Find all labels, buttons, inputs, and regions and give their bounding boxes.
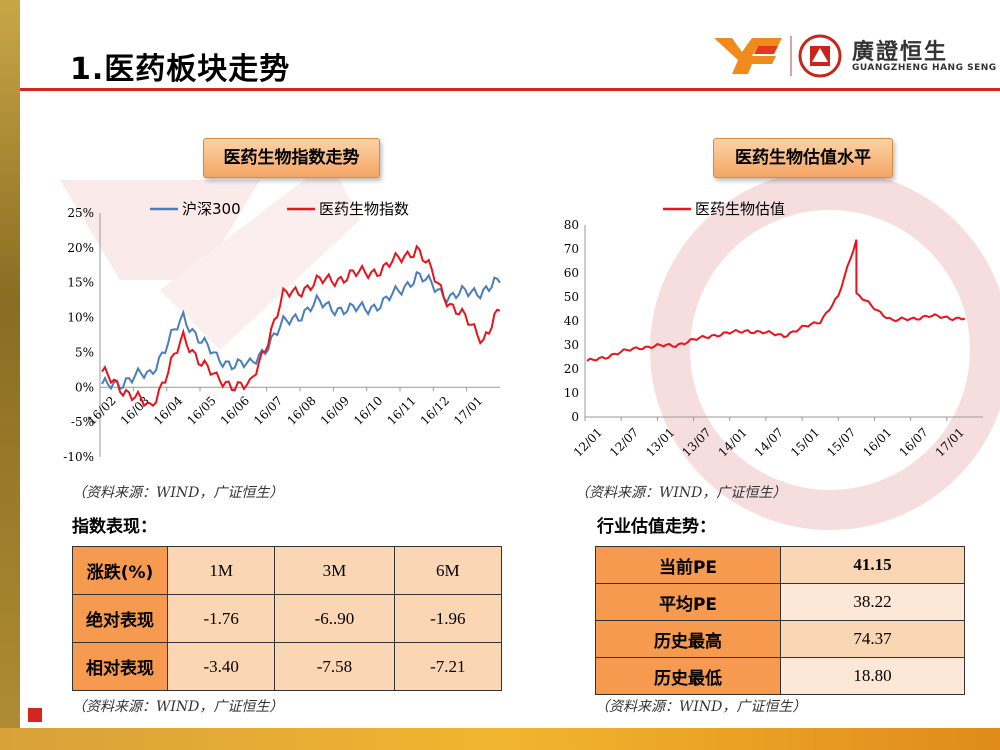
y-tick-label: 60 [564, 266, 579, 280]
pe-value-low: 18.80 [780, 657, 965, 695]
left-chart-heading: 医药生物指数走势 [203, 138, 380, 178]
hs300-line [101, 270, 501, 391]
legend-label: 医药生物指数 [319, 200, 409, 218]
x-tick-label: 17/01 [933, 425, 967, 459]
table-source-left: （资料来源：WIND，广证恒生） [72, 699, 284, 715]
valuation-trend-heading: 行业估值走势： [597, 517, 716, 537]
x-tick-label: 16/10 [351, 394, 385, 428]
seal-logo-icon [798, 34, 842, 78]
logo-separator [790, 36, 792, 76]
brand-name: 廣證恒生 [852, 40, 949, 65]
rel-1m: -3.40 [166, 642, 276, 691]
abs-1m: -1.76 [166, 594, 276, 643]
x-tick-label: 13/01 [643, 425, 677, 459]
y-tick-label: 10% [67, 311, 94, 325]
bottom-red-square [28, 708, 42, 722]
pharma-index-chart: 沪深300 医药生物指数 25% 20% 15% 10% 5% 0% -5% -10% 16/0… [63, 200, 501, 464]
x-tick-label: 16/02 [84, 394, 118, 428]
y-tick-label: 15% [67, 276, 94, 290]
table-source-right: （资料来源：WIND，广证恒生） [595, 699, 807, 715]
y-tick-label: 25% [67, 206, 94, 220]
x-tick-label: 14/07 [752, 425, 786, 459]
pe-value-average: 38.22 [780, 583, 965, 621]
pe-label-current: 当前PE [595, 546, 781, 584]
table-row: 历史最高 74.37 [595, 620, 965, 658]
pe-value-current: 41.15 [780, 546, 965, 584]
perf-header-1m: 1M [166, 546, 276, 595]
y-tick-label: 20 [564, 362, 579, 376]
rel-3m: -7.58 [274, 642, 395, 691]
x-tick-label: 16/06 [218, 394, 252, 428]
row-label-absolute: 绝对表现 [72, 594, 168, 643]
y-tick-label: 40 [564, 314, 579, 328]
rel-6m: -7.21 [393, 642, 503, 691]
x-tick-label: 14/01 [716, 425, 750, 459]
right-chart-source: （资料来源：WIND，广证恒生） [575, 485, 787, 501]
pe-value-high: 74.37 [780, 620, 965, 658]
index-performance-heading: 指数表现： [72, 517, 157, 537]
row-label-relative: 相对表现 [72, 642, 168, 691]
right-chart-heading: 医药生物估值水平 [713, 138, 893, 178]
header-divider [20, 88, 1000, 91]
y-tick-label: 70 [564, 242, 579, 256]
perf-header-3m: 3M [274, 546, 395, 595]
x-tick-label: 16/08 [284, 394, 318, 428]
table-row: 历史最低 18.80 [595, 657, 965, 695]
performance-table: 涨跌(%) 1M 3M 6M 绝对表现 -1.76 -6..90 -1.96 相… [72, 546, 503, 691]
page-title: 1.医药板块走势 [70, 52, 291, 87]
legend-label: 医药生物估值 [695, 200, 785, 218]
y-tick-label: 20% [67, 241, 94, 255]
table-row: 当前PE 41.15 [595, 546, 965, 584]
x-tick-label: 17/01 [451, 394, 485, 428]
y-tick-label: 5% [75, 345, 94, 359]
x-tick-label: 16/09 [318, 394, 352, 428]
pe-label-high: 历史最高 [595, 620, 781, 658]
x-tick-label: 12/07 [607, 425, 641, 459]
table-row: 平均PE 38.22 [595, 583, 965, 621]
bottom-decor-bar [0, 728, 1000, 750]
x-tick-label: 16/07 [251, 394, 285, 428]
left-decor-bar [0, 0, 20, 750]
pharma-valuation-chart: 医药生物估值 80 70 60 50 40 30 20 10 0 12/01 12/07 13/01… [564, 200, 983, 460]
x-tick-label: 16/05 [184, 394, 218, 428]
table-row: 绝对表现 -1.76 -6..90 -1.96 [72, 594, 503, 643]
abs-3m: -6..90 [274, 594, 395, 643]
x-tick-label: 16/07 [896, 425, 930, 459]
y-tick-label: 50 [564, 290, 579, 304]
x-tick-label: 15/01 [788, 425, 822, 459]
pharma-index-line [101, 244, 501, 408]
pe-table: 当前PE 41.15 平均PE 38.22 历史最高 74.37 历史最低 18… [595, 546, 965, 695]
y-tick-label: 30 [564, 338, 579, 352]
x-tick-label: 16/12 [418, 394, 452, 428]
x-tick-label: 12/01 [571, 425, 605, 459]
y-tick-label: -10% [63, 450, 94, 464]
y-tick-label: 0 [571, 410, 579, 424]
perf-header-6m: 6M [393, 546, 503, 595]
x-tick-label: 15/07 [824, 425, 858, 459]
pe-valuation-line [586, 239, 966, 362]
x-tick-label: 13/07 [679, 425, 713, 459]
ye-logo-icon [714, 38, 782, 74]
abs-6m: -1.96 [393, 594, 503, 643]
pe-label-low: 历史最低 [595, 657, 781, 695]
perf-header-label: 涨跌(%) [72, 546, 168, 595]
x-tick-label: 16/11 [384, 394, 418, 428]
table-row: 相对表现 -3.40 -7.58 -7.21 [72, 642, 503, 691]
pe-label-average: 平均PE [595, 583, 781, 621]
y-tick-label: 0% [75, 380, 94, 394]
y-tick-label: -5% [71, 415, 94, 429]
x-tick-label: 16/01 [860, 425, 894, 459]
watermark-logo [60, 160, 1000, 530]
brand-subtitle: GUANGZHENG HANG SENG [852, 63, 997, 73]
legend-label: 沪深300 [182, 200, 241, 218]
left-chart-source: （资料来源：WIND，广证恒生） [72, 485, 284, 501]
y-tick-label: 80 [564, 218, 579, 232]
y-tick-label: 10 [564, 386, 579, 400]
